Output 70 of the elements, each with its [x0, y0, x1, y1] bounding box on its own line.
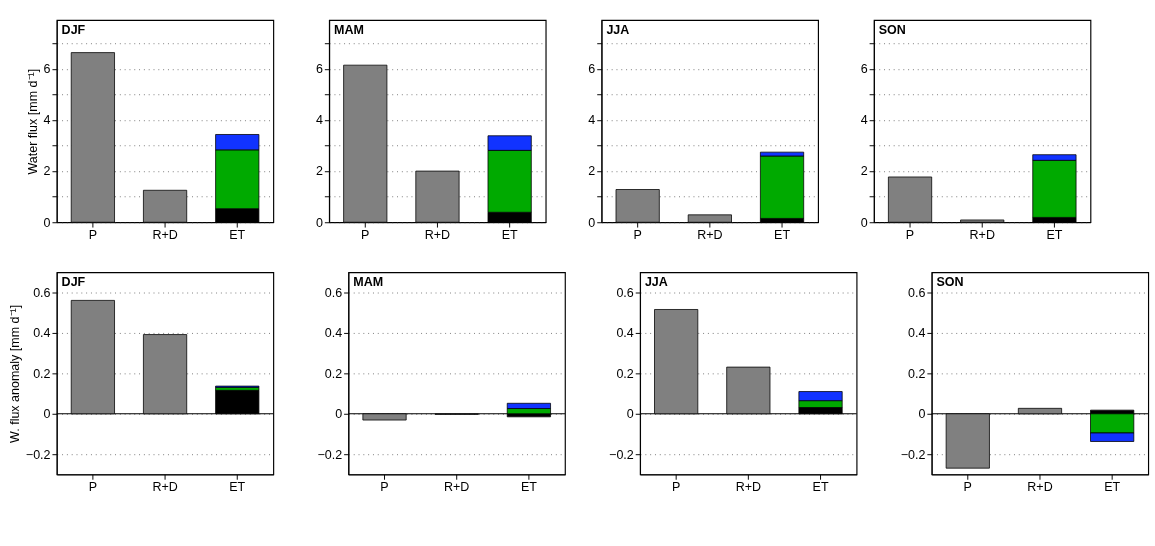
x-tick-label: R+D [969, 228, 995, 243]
x-tick-label: P [380, 480, 389, 495]
x-tick-label: P [671, 480, 681, 495]
x-tick-label: ET [812, 480, 829, 495]
y-tick-label: 0 [588, 215, 596, 230]
x-tick-label: R+D [444, 480, 470, 495]
y-tick-label: −0.2 [900, 447, 926, 462]
y-tick-label: 6 [315, 62, 323, 77]
x-tick-label: P [88, 228, 98, 243]
x-tick-label: ET [520, 480, 538, 495]
y-tick-label: 6 [588, 62, 596, 77]
x-tick-label: R+D [152, 228, 178, 243]
y-tick-label: 6 [43, 62, 51, 77]
y-tick-label: 0.2 [908, 366, 926, 381]
y-tick-label: 0.2 [616, 366, 634, 381]
x-tick-label: ET [229, 480, 246, 495]
y-tick-label: 0.4 [324, 326, 343, 341]
chart-title: SON [936, 274, 964, 289]
y-tick-label: 0 [918, 407, 926, 422]
x-tick-label: ET [1046, 228, 1063, 243]
y-tick-label: 0 [43, 407, 51, 422]
x-tick-label: P [633, 228, 642, 243]
x-tick-label: ET [774, 228, 791, 243]
y-tick-label: −0.2 [609, 447, 634, 462]
y-tick-label: 0.6 [908, 285, 926, 300]
chart-title: JJA [606, 22, 630, 37]
y-tick-label: 0.2 [324, 366, 343, 381]
y-axis-title: W. flux anomaly [mm d⁻¹] [8, 304, 23, 443]
x-tick-label: ET [1104, 480, 1121, 495]
y-tick-label: 0.4 [908, 326, 926, 341]
y-tick-label: 2 [588, 164, 596, 179]
y-tick-label: 0 [43, 215, 51, 230]
y-tick-label: 2 [860, 164, 868, 179]
chart-title: SON [878, 22, 906, 37]
x-tick-label: R+D [424, 228, 451, 243]
x-tick-label: P [905, 228, 915, 243]
y-tick-label: −0.2 [317, 447, 343, 462]
x-tick-label: R+D [697, 228, 723, 243]
y-tick-label: 0.6 [616, 285, 634, 300]
y-tick-label: −0.2 [25, 447, 51, 462]
y-tick-label: 4 [43, 113, 51, 128]
y-tick-label: 0 [626, 407, 634, 422]
y-tick-label: 0 [860, 215, 868, 230]
y-tick-label: 6 [860, 62, 868, 77]
x-tick-label: P [963, 480, 972, 495]
y-tick-label: 0 [335, 407, 343, 422]
y-tick-label: 4 [588, 113, 596, 128]
x-tick-label: P [361, 228, 370, 243]
x-tick-label: P [88, 480, 98, 495]
y-tick-label: 4 [315, 113, 323, 128]
y-tick-label: 2 [43, 164, 51, 179]
y-tick-label: 0.2 [33, 366, 51, 381]
chart-title: MAM [333, 22, 364, 37]
x-tick-label: ET [229, 228, 246, 243]
x-tick-label: ET [501, 228, 518, 243]
chart-title: JJA [644, 274, 668, 289]
y-axis-title: Water flux [mm d⁻¹] [25, 68, 40, 175]
y-tick-label: 2 [315, 164, 323, 179]
chart-title: DJF [61, 274, 86, 289]
y-tick-label: 0.6 [324, 285, 343, 300]
y-tick-label: 0 [315, 215, 323, 230]
y-tick-label: 0.4 [616, 326, 634, 341]
x-tick-label: R+D [735, 480, 762, 495]
y-tick-label: 4 [860, 113, 868, 128]
x-tick-label: R+D [1027, 480, 1053, 495]
y-tick-label: 0.4 [33, 326, 51, 341]
x-tick-label: R+D [152, 480, 178, 495]
chart-title: DJF [61, 22, 86, 37]
chart-title: MAM [353, 274, 384, 289]
y-tick-label: 0.6 [33, 285, 51, 300]
